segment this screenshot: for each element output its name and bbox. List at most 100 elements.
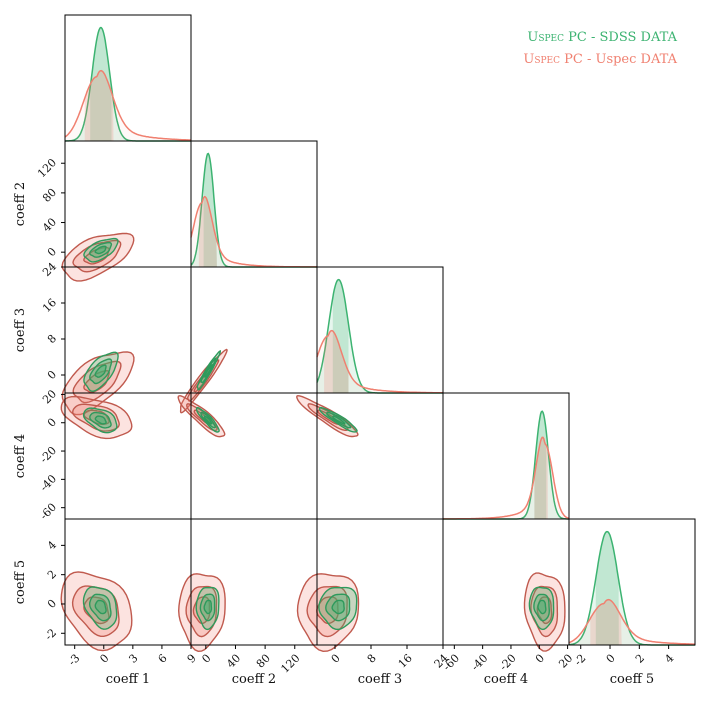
hist-fill-0-4	[569, 531, 695, 645]
x-tick-label-2-1: 8	[365, 652, 379, 666]
x-axis-label-2: coeff 3	[358, 672, 402, 687]
x-tick-label-4-0: -2	[572, 652, 589, 669]
contour-0-level-0	[318, 586, 358, 631]
x-tick-label-4-1: 0	[604, 652, 618, 666]
hist-fill-1-2	[317, 330, 443, 393]
contour-0-level-1	[89, 593, 112, 622]
y-tick-label-3-1: -40	[37, 472, 59, 494]
legend-entry-1: Uspec PC - Uspec DATA	[523, 52, 677, 67]
y-tick-label-4-1: 0	[45, 597, 59, 611]
contour-0-level-1	[89, 411, 112, 429]
hist-fill-0-0	[65, 27, 191, 142]
x-tick-label-3-3: 0	[533, 652, 547, 666]
contour-0-level-0	[195, 586, 220, 631]
y-tick-label-2-3: 24	[40, 260, 59, 279]
y-tick-label-1-2: 80	[40, 186, 59, 205]
contour-panel-4-3	[523, 572, 566, 652]
x-tick-label-3-2: -20	[497, 652, 519, 674]
x-tick-label-0-2: 3	[126, 652, 140, 666]
contour-0-level-2	[94, 599, 107, 615]
axis-labels-layer: coeff 1 coeff 2 coeff 3 coeff 4 coeff 5 coeff…	[13, 182, 654, 687]
quantile-band-0-0	[90, 27, 112, 142]
x-tick-label-1-3: 120	[279, 652, 303, 676]
hist-line-1-0	[64, 69, 191, 141]
x-tick-label-1-1: 40	[224, 652, 243, 671]
hist-fill-1-0	[65, 70, 191, 141]
x-tick-label-1-0: 0	[199, 652, 213, 666]
legend-smallcaps-1: Uspec	[523, 52, 560, 67]
legend-rest-0: PC - SDSS DATA	[564, 30, 678, 45]
contour-panel-4-0	[60, 571, 133, 652]
contour-0-level-2	[94, 364, 107, 378]
contour-0-level-2	[332, 415, 346, 425]
contour-panel-1-0	[61, 232, 135, 282]
y-tick-label-2-0: 0	[45, 368, 59, 382]
y-tick-label-3-4: 20	[40, 387, 59, 406]
y-tick-label-3-2: -20	[37, 444, 59, 466]
hist-fill-0-2	[317, 279, 443, 393]
hist-fill-1-3	[443, 437, 569, 519]
x-tick-label-0-4: 9	[185, 652, 199, 666]
contour-0-level-2	[537, 599, 547, 615]
hist-fill-1-4	[569, 599, 695, 645]
quantile-band-1-4	[590, 599, 622, 645]
panel-frame-4-4	[568, 518, 696, 646]
y-tick-label-4-0: -2	[42, 626, 59, 643]
y-tick-label-4-3: 4	[45, 538, 59, 552]
panels-layer	[60, 26, 695, 653]
legend-smallcaps-0: Uspec	[527, 30, 564, 45]
contour-0-level-2	[331, 599, 345, 615]
x-axis-label-0: coeff 1	[106, 672, 150, 687]
x-axis-label-4: coeff 5	[610, 672, 654, 687]
hist-fill-1-1	[191, 196, 317, 267]
contour-0-level-2	[203, 415, 213, 425]
contour-0-level-2	[203, 599, 213, 615]
y-tick-label-1-0: 0	[45, 245, 59, 259]
contour-panel-3-2	[296, 394, 359, 438]
contour-panel-4-1	[177, 573, 226, 653]
y-tick-label-1-1: 40	[40, 215, 59, 234]
contour-0-level-2	[203, 363, 213, 378]
y-axis-label-2: coeff 3	[13, 308, 28, 352]
x-tick-label-1-2: 80	[254, 652, 273, 671]
x-tick-label-4-3: 4	[662, 652, 676, 666]
hist-fill-0-1	[191, 153, 317, 267]
y-tick-label-3-0: -60	[37, 501, 59, 523]
contour-panel-4-2	[296, 573, 360, 653]
frames-layer	[64, 14, 696, 646]
y-tick-label-4-2: 2	[45, 568, 59, 582]
y-tick-label-2-2: 16	[40, 296, 59, 315]
quantile-band-0-2	[332, 279, 349, 393]
quantile-band-1-0	[84, 70, 114, 141]
legend-rest-1: PC - Uspec DATA	[560, 52, 678, 67]
x-axis-label-1: coeff 2	[232, 672, 276, 687]
y-axis-label-1: coeff 2	[13, 182, 28, 226]
x-axis-label-3: coeff 4	[484, 672, 528, 687]
x-tick-label-3-1: -40	[469, 652, 491, 674]
contour-panel-2-1	[179, 348, 228, 414]
y-axis-label-3: coeff 4	[13, 434, 28, 478]
panel-frame-3-1	[190, 392, 318, 520]
x-tick-label-2-0: 0	[329, 652, 343, 666]
x-tick-label-0-3: 6	[156, 652, 170, 666]
y-tick-label-2-1: 8	[45, 332, 59, 346]
contour-0-level-1	[533, 593, 551, 622]
panel-frame-3-2	[316, 392, 444, 520]
x-tick-label-0-1: 0	[97, 652, 111, 666]
x-tick-label-0-0: -3	[66, 652, 83, 669]
quantile-band-1-2	[324, 330, 349, 393]
contour-0-level-0	[318, 406, 358, 433]
contour-0-level-2	[94, 245, 107, 255]
quantile-band-0-4	[595, 531, 619, 645]
quantile-band-1-1	[198, 196, 217, 267]
y-axis-label-4: coeff 5	[13, 560, 28, 604]
x-tick-label-4-2: 2	[633, 652, 647, 666]
x-tick-label-2-2: 16	[396, 652, 415, 671]
legend-entry-0: Uspec PC - SDSS DATA	[527, 30, 677, 45]
contour-panel-2-0	[61, 351, 135, 416]
contour-0-level-0	[195, 406, 220, 433]
hist-line-1-4	[568, 598, 695, 645]
contour-panel-3-0	[60, 395, 133, 440]
